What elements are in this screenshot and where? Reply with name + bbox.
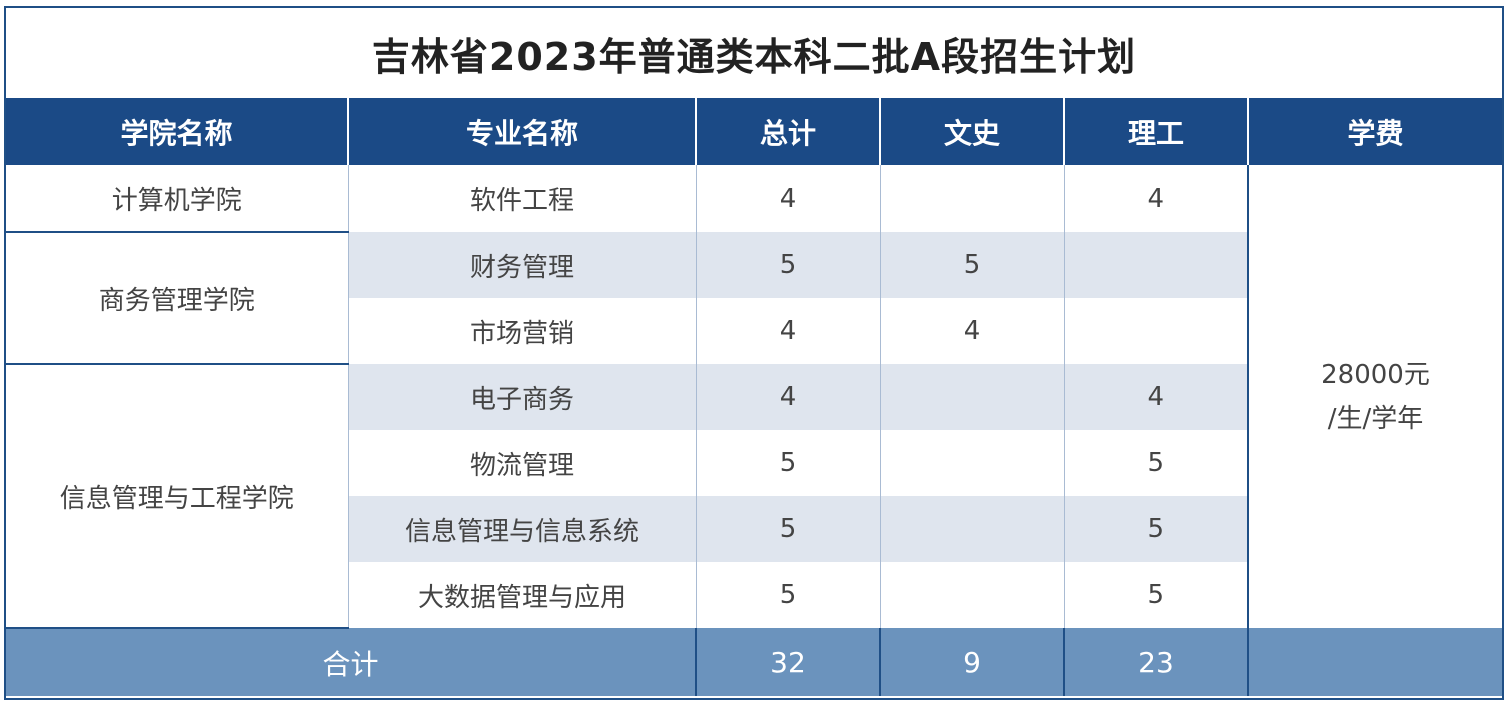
arts-cell: [880, 364, 1065, 430]
science-cell: [1064, 232, 1248, 298]
tuition-unit: /生/学年: [1327, 403, 1424, 434]
table-row: 信息管理与工程学院 电子商务 4 4: [6, 364, 1502, 629]
college-cell: 信息管理与工程学院: [6, 364, 349, 629]
table-row: 大数据管理与应用 5 5: [6, 562, 1502, 628]
major-cell: 物流管理: [348, 430, 697, 496]
total-row: 合计 32 9 23: [6, 628, 1502, 696]
total-label: 合计: [6, 628, 697, 696]
college-cell: 商务管理学院: [6, 232, 349, 365]
major-cell: 市场营销: [348, 298, 697, 364]
arts-cell: [880, 562, 1065, 628]
total-cell: 5: [696, 430, 881, 496]
major-cell: 软件工程: [348, 165, 697, 232]
total-cell: 5: [696, 562, 881, 628]
total-sum: 32: [696, 628, 881, 696]
header-total: 总计: [696, 98, 881, 165]
header-major: 专业名称: [348, 98, 697, 165]
header-tuition: 学费: [1248, 98, 1502, 165]
college-cell: 计算机学院: [6, 165, 349, 233]
science-cell: 4: [1064, 364, 1248, 430]
arts-cell: 4: [880, 298, 1065, 364]
total-cell: 5: [696, 232, 881, 298]
science-sum: 23: [1064, 628, 1249, 696]
major-cell: 财务管理: [348, 232, 697, 298]
science-cell: 5: [1147, 448, 1165, 478]
science-cell: 5: [1147, 580, 1165, 610]
table-row: 商务管理学院 财务管理 5 5: [6, 232, 1502, 365]
table-row: 计算机学院 软件工程 4 4 28000元 /生/学年: [6, 165, 1502, 628]
tuition-amount: 28000元: [1321, 359, 1430, 390]
total-cell: 5: [696, 496, 881, 562]
table-row: 市场营销 4 4: [6, 298, 1502, 364]
total-cell: 4: [696, 364, 881, 430]
tuition-sum: [1248, 628, 1502, 696]
table-row: 物流管理 5 5: [6, 430, 1502, 496]
arts-cell: [880, 165, 1065, 232]
total-cell: 4: [696, 165, 881, 232]
header-arts: 文史: [880, 98, 1065, 165]
major-cell: 信息管理与信息系统: [348, 496, 697, 562]
table-header-row: 学院名称 专业名称 总计 文史 理工 学费: [6, 98, 1502, 165]
total-cell: 4: [696, 298, 881, 364]
table-row: 信息管理与信息系统 5 5: [6, 496, 1502, 562]
arts-cell: [880, 496, 1065, 562]
arts-cell: 5: [880, 232, 1065, 298]
major-cell: 大数据管理与应用: [348, 562, 697, 628]
header-college: 学院名称: [6, 98, 349, 165]
header-science: 理工: [1064, 98, 1249, 165]
tuition-cell: 28000元 /生/学年: [1247, 165, 1502, 628]
major-cell: 电子商务: [348, 364, 697, 430]
enrollment-table: 学院名称 专业名称 总计 文史 理工 学费 计算机学院 软件工程 4 4 280…: [6, 98, 1502, 696]
arts-sum: 9: [880, 628, 1065, 696]
arts-cell: [880, 430, 1065, 496]
enrollment-plan-panel: 吉林省2023年普通类本科二批A段招生计划 学院名称 专业名称 总计 文史 理工…: [4, 6, 1504, 700]
science-cell: 5: [1064, 496, 1248, 562]
science-cell: [1064, 298, 1248, 364]
page-title: 吉林省2023年普通类本科二批A段招生计划: [371, 34, 1137, 79]
science-cell: 4: [1064, 165, 1249, 232]
